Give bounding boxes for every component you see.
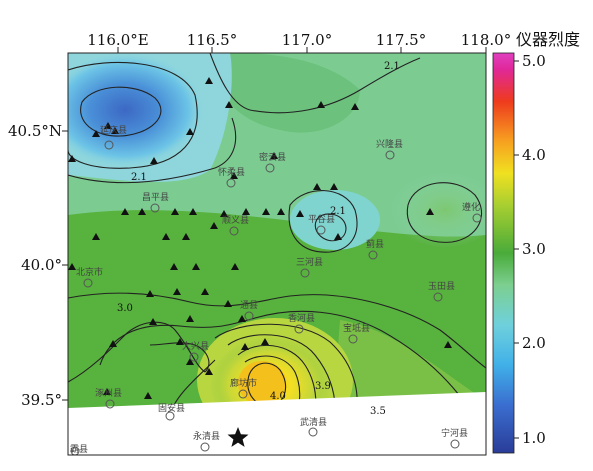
- city-yongqing: 永清县: [193, 430, 220, 442]
- contour-labels: 2.1 2.1 2.1 3.0 3.5 3.9 4.0: [117, 61, 400, 417]
- city-miyun: 密云县: [259, 151, 286, 163]
- axis-tick-marks: [62, 47, 487, 401]
- city-ninghe: 宁河县: [441, 427, 468, 439]
- city-shunyi: 顺义县: [222, 215, 249, 226]
- city-labels: 延庆县 怀柔县 密云县 兴隆县 昌平县 顺义县 平谷县 蓟县 遵化 北京市 三河…: [70, 124, 480, 455]
- city-sanhe: 三河县: [296, 256, 323, 268]
- contour-label-2-1-west: 2.1: [131, 172, 147, 183]
- city-markers: [70, 140, 482, 455]
- pinggu-low-zone: [290, 190, 380, 250]
- x-tick-117-0: 117.0°: [282, 31, 332, 49]
- contour-label-2-1-north: 2.1: [384, 61, 400, 72]
- city-huairou: 怀柔县: [218, 166, 245, 178]
- x-tick-116-0: 116.0°E: [87, 31, 148, 49]
- city-changping: 昌平县: [142, 192, 169, 203]
- city-zhuozhou: 涿州县: [95, 388, 122, 399]
- map-frame: [67, 52, 487, 456]
- city-guan: 固安县: [158, 402, 185, 414]
- contour-label-3-5: 3.5: [370, 406, 386, 417]
- y-tick-40-0: 40.0°: [21, 256, 62, 274]
- contour-label-4-0: 4.0: [270, 391, 286, 402]
- colorbar-tick-marks: [514, 60, 519, 439]
- zunhua-zone: [390, 172, 486, 248]
- city-wuqing: 武清县: [300, 416, 327, 428]
- seismic-stations: [68, 77, 452, 399]
- y-tick-39-5: 39.5°: [21, 391, 62, 409]
- city-yanqing: 延庆县: [100, 124, 127, 136]
- city-langfang: 廊坊市: [230, 377, 257, 389]
- colorbar: [492, 52, 515, 454]
- colorbar-title: 仪器烈度: [516, 30, 580, 49]
- y-axis-labels: 40.5°N 40.0° 39.5°: [8, 122, 62, 409]
- contour-label-2-1-pinggu: 2.1: [330, 206, 346, 217]
- city-jixian: 蓟县: [366, 238, 384, 250]
- colorbar-tick-1-0: 1.0: [522, 429, 546, 447]
- low-intensity-blue-core: [68, 53, 205, 168]
- x-axis-labels: 116.0°E 116.5° 117.0° 117.5° 118.0°: [87, 31, 511, 49]
- y-tick-40-5: 40.5°N: [8, 122, 62, 140]
- city-daxing: 大兴县: [182, 340, 209, 352]
- city-tongxian: 通县: [240, 300, 258, 311]
- contour-label-3-0: 3.0: [117, 303, 133, 314]
- city-xianghe: 香河县: [288, 312, 315, 324]
- city-baxian: 霸县: [70, 444, 88, 455]
- city-baodi: 宝坻县: [343, 322, 370, 334]
- colorbar-tick-5-0: 5.0: [522, 52, 546, 70]
- city-zunhua: 遵化: [462, 201, 480, 213]
- x-tick-117-5: 117.5°: [376, 31, 426, 49]
- colorbar-tick-3-0: 3.0: [522, 240, 546, 258]
- city-yutian: 玉田县: [428, 281, 455, 292]
- x-tick-118-0: 118.0°: [461, 31, 511, 49]
- x-tick-116-5: 116.5°: [187, 31, 237, 49]
- no-data-mask: [68, 392, 486, 455]
- colorbar-labels: 5.0 4.0 3.0 2.0 1.0: [522, 52, 546, 447]
- city-beijing: 北京市: [76, 266, 103, 278]
- contour-label-3-9: 3.9: [315, 381, 331, 392]
- epicenter-star-icon: [227, 427, 249, 447]
- city-pinggu: 平谷县: [308, 214, 335, 225]
- city-xinglong: 兴隆县: [376, 138, 403, 150]
- green-lobe-north: [200, 53, 360, 133]
- colorbar-tick-4-0: 4.0: [522, 146, 546, 164]
- map-plot-area: 延庆县 怀柔县 密云县 兴隆县 昌平县 顺义县 平谷县 蓟县 遵化 北京市 三河…: [68, 53, 486, 455]
- colorbar-tick-2-0: 2.0: [522, 334, 546, 352]
